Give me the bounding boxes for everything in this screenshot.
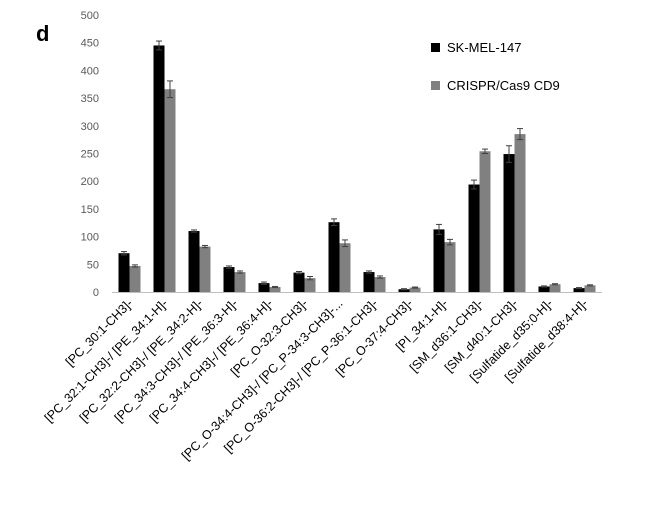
legend: SK-MEL-147 CRISPR/Cas9 CD9 (431, 40, 560, 93)
bar-sk-mel-147 (468, 184, 480, 292)
bar-sk-mel-147 (363, 272, 375, 292)
bar-sk-mel-147 (223, 267, 235, 292)
y-tick-label: 250 (81, 149, 99, 161)
y-axis: 0 50 100 150 200 250 300 350 400 450 500 (81, 10, 99, 299)
bar-sk-mel-147 (328, 222, 340, 292)
y-tick-label: 0 (93, 287, 99, 299)
y-tick-label: 500 (81, 10, 99, 22)
bar-crispr-cas9-cd9 (479, 151, 491, 292)
panel-label: d (36, 21, 49, 46)
series-sk-mel-147 (118, 40, 585, 292)
y-tick-label: 450 (81, 38, 99, 50)
legend-label-crispr-cas9-cd9: CRISPR/Cas9 CD9 (447, 78, 560, 93)
bar-crispr-cas9-cd9 (514, 134, 526, 292)
x-tick-label: [PC_O-34:4-CH3]-/ [PC_P-34:3-CH3]-... (179, 296, 346, 463)
bar-crispr-cas9-cd9 (339, 243, 351, 292)
bar-sk-mel-147 (188, 231, 200, 292)
bar-crispr-cas9-cd9 (549, 284, 561, 292)
bar-crispr-cas9-cd9 (269, 287, 281, 292)
bar-sk-mel-147 (503, 154, 515, 292)
bar-sk-mel-147 (293, 272, 305, 292)
legend-swatch-sk-mel-147 (431, 43, 440, 52)
bar-sk-mel-147 (538, 286, 550, 292)
bar-sk-mel-147 (433, 229, 445, 292)
bar-crispr-cas9-cd9 (234, 272, 246, 292)
bar-sk-mel-147 (153, 45, 165, 292)
bars (118, 40, 596, 293)
y-tick-label: 350 (81, 93, 99, 105)
bar-crispr-cas9-cd9 (304, 278, 316, 292)
legend-label-sk-mel-147: SK-MEL-147 (447, 40, 521, 55)
y-tick-label: 100 (81, 232, 99, 244)
bar-crispr-cas9-cd9 (444, 242, 456, 292)
bar-sk-mel-147 (118, 253, 130, 292)
series-crispr-cas9-cd9 (129, 80, 596, 293)
y-tick-label: 50 (87, 259, 99, 271)
y-tick-label: 150 (81, 204, 99, 216)
bar-crispr-cas9-cd9 (164, 89, 176, 293)
bar-crispr-cas9-cd9 (409, 287, 421, 292)
y-tick-label: 300 (81, 121, 99, 133)
y-tick-label: 200 (81, 176, 99, 188)
bar-crispr-cas9-cd9 (199, 246, 211, 292)
legend-swatch-crispr-cas9-cd9 (431, 81, 440, 90)
bar-sk-mel-147 (258, 283, 270, 292)
bar-crispr-cas9-cd9 (129, 265, 141, 292)
bar-sk-mel-147 (398, 289, 410, 292)
y-tick-label: 400 (81, 65, 99, 77)
bar-crispr-cas9-cd9 (584, 285, 596, 292)
x-axis: [PC_30:1-CH3]-[PC_32:1-CH3]-/ [PE_34:1-H… (42, 292, 602, 463)
bar-crispr-cas9-cd9 (374, 277, 386, 292)
bar-sk-mel-147 (573, 288, 585, 292)
